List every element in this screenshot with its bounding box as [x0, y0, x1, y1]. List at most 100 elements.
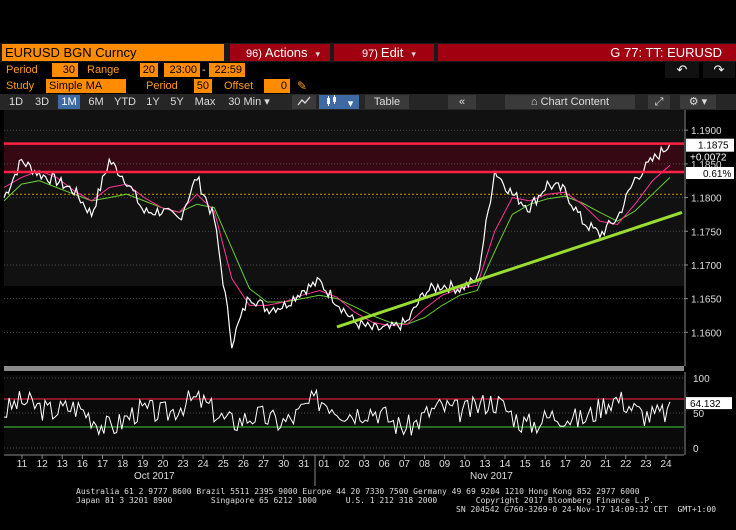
- chart-content-button[interactable]: ⌂ Chart Content: [505, 95, 635, 109]
- date-tick-label: 26: [238, 459, 250, 470]
- footer-contacts-line1: Australia 61 2 9777 8600 Brazil 5511 239…: [76, 487, 640, 496]
- range-ytd-button[interactable]: YTD: [114, 96, 136, 108]
- date-tick-label: 15: [520, 459, 532, 470]
- study-select[interactable]: Simple MA: [46, 79, 126, 93]
- range-3d-button[interactable]: 3D: [34, 96, 50, 108]
- last-price-label: 1.1875: [698, 141, 729, 152]
- pct-change-box: [686, 166, 734, 179]
- date-tick-label: 13: [479, 459, 491, 470]
- support-trendline: [336, 210, 683, 329]
- date-tick-label: 23: [640, 459, 652, 470]
- footer-session-id: SN 204542 G760-3269-0 24-Nov-17 14:09:32…: [456, 505, 717, 514]
- range-start-field[interactable]: 23:00: [164, 63, 200, 77]
- pct-change-label: 0.61%: [703, 169, 731, 180]
- chevron-down-icon: ▾: [411, 49, 416, 59]
- interval-label: 30 Min: [228, 96, 262, 108]
- candle-chart-icon[interactable]: ▾: [319, 95, 359, 110]
- period-label: Period: [6, 64, 38, 76]
- last-price-box: [686, 138, 734, 152]
- date-tick-label: 16: [540, 459, 552, 470]
- date-tick-label: 17: [560, 459, 572, 470]
- oscillator-tick-label: 100: [693, 374, 710, 385]
- table-button[interactable]: Table: [365, 95, 409, 109]
- security-ticker[interactable]: EURUSD BGN Curncy: [2, 44, 224, 61]
- month-label-oct: Oct 2017: [134, 471, 175, 482]
- date-tick-label: 17: [97, 459, 109, 470]
- oscillator-value-label: 64.132: [690, 399, 721, 410]
- period-row: Period 30 Range 20 23:00 - 22:59 ↶ ↷: [0, 62, 736, 78]
- range-5y-button[interactable]: 5Y: [170, 96, 184, 108]
- range-label: Range: [87, 64, 120, 76]
- date-tick-label: 14: [499, 459, 511, 470]
- date-tick-label: 24: [198, 459, 210, 470]
- collapse-icon[interactable]: «: [448, 95, 476, 109]
- month-label-nov: Nov 2017: [470, 471, 513, 482]
- panel-separator[interactable]: [4, 366, 684, 371]
- date-tick-label: 20: [580, 459, 592, 470]
- footer: Australia 61 2 9777 8600 Brazil 5511 239…: [0, 486, 736, 530]
- range-days-field[interactable]: 20: [140, 63, 158, 77]
- price-tick-label: 1.1700: [691, 261, 722, 272]
- study-period-label: Period: [146, 80, 178, 92]
- date-tick-label: 30: [278, 459, 290, 470]
- edit-chart-icon[interactable]: ⤢: [648, 95, 670, 109]
- interval-select[interactable]: 30 Min ▾: [228, 96, 270, 108]
- date-tick-label: 02: [338, 459, 350, 470]
- date-tick-label: 06: [379, 459, 391, 470]
- range-separator: -: [202, 64, 206, 76]
- range-1m-button[interactable]: 1M: [58, 95, 80, 109]
- range-end-field[interactable]: 22:59: [209, 63, 245, 77]
- date-tick-label: 20: [157, 459, 169, 470]
- date-tick-label: 18: [117, 459, 129, 470]
- date-axis: 11 12 13 16 17 18 19 20 23 24 25 26 27 30 31 01 02 03 06 07…: [17, 455, 672, 470]
- security-label: G 77: TT: EURUSD: [438, 44, 736, 61]
- undo-icon[interactable]: ↶: [665, 62, 699, 78]
- date-tick-label: 19: [137, 459, 149, 470]
- price-tick-label: 1.1850: [691, 160, 722, 171]
- date-tick-label: 16: [77, 459, 89, 470]
- period-field[interactable]: 30: [52, 63, 78, 77]
- title-bar: EURUSD BGN Curncy 96) Actions ▾ 97) Edit ▾ G…: [0, 43, 736, 62]
- pencil-icon[interactable]: ✎: [297, 79, 308, 93]
- chart-content-label: Chart Content: [540, 96, 610, 108]
- date-tick-label: 24: [660, 459, 672, 470]
- offset-field[interactable]: 0: [264, 79, 290, 93]
- price-chart[interactable]: 1.1900 1.1850 1.1800 1.1750 1.1700 1.1650 1.16…: [0, 110, 736, 486]
- date-tick-label: 22: [620, 459, 632, 470]
- date-tick-label: 25: [218, 459, 230, 470]
- range-1d-button[interactable]: 1D: [8, 96, 24, 108]
- oscillator-axis: 100 50 0: [684, 372, 710, 455]
- price-tick-label: 1.1650: [691, 295, 722, 306]
- actions-menu-button[interactable]: 96) Actions ▾: [230, 44, 330, 61]
- date-tick-label: 01: [318, 459, 330, 470]
- oscillator-gridlines: [4, 377, 684, 449]
- price-tick-label: 1.1600: [691, 328, 722, 339]
- actions-shortcut: 96): [246, 48, 262, 60]
- redo-icon[interactable]: ↷: [703, 62, 735, 78]
- date-tick-label: 12: [37, 459, 49, 470]
- chart-content-icon: ⌂: [530, 96, 538, 108]
- date-tick-label: 27: [258, 459, 270, 470]
- oscillator-tick-label: 0: [693, 444, 699, 455]
- resistance-zone: [4, 143, 684, 172]
- edit-label: Edit: [380, 45, 404, 60]
- moving-average-slow: [3, 177, 671, 325]
- study-period-field[interactable]: 50: [194, 79, 212, 93]
- date-tick-label: 21: [600, 459, 612, 470]
- price-tick-label: 1.1800: [691, 194, 722, 205]
- range-6m-button[interactable]: 6M: [88, 96, 104, 108]
- date-tick-label: 09: [439, 459, 451, 470]
- date-tick-label: 11: [17, 459, 28, 470]
- price-tick-label: 1.1750: [691, 227, 722, 238]
- edit-menu-button[interactable]: 97) Edit ▾: [334, 44, 434, 61]
- study-label: Study: [6, 80, 35, 92]
- date-tick-label: 31: [298, 459, 310, 470]
- footer-contacts-line2: Japan 81 3 3201 8900 Singapore 65 6212 1…: [76, 496, 654, 505]
- range-max-button[interactable]: Max: [194, 96, 216, 108]
- date-tick-label: 03: [359, 459, 371, 470]
- range-1y-button[interactable]: 1Y: [146, 96, 160, 108]
- date-tick-label: 23: [177, 459, 189, 470]
- oscillator-value-box: [686, 397, 732, 410]
- settings-gear-icon[interactable]: ⚙ ▾: [680, 95, 716, 109]
- line-chart-icon[interactable]: [292, 95, 316, 109]
